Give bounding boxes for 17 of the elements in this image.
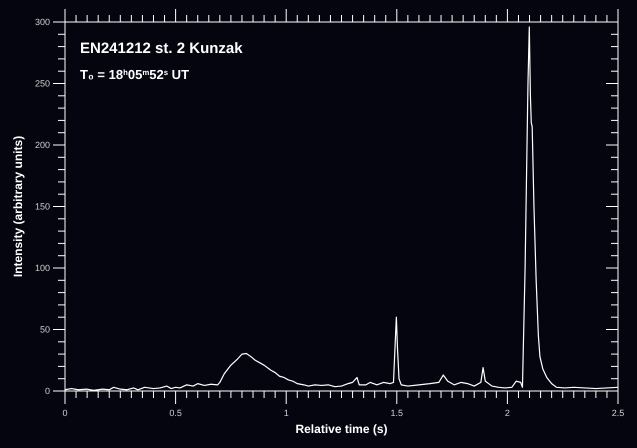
y-tick-label: 0	[44, 386, 50, 396]
y-tick-label: 50	[40, 324, 50, 334]
y-tick-label: 300	[34, 17, 50, 27]
x-tick-label: 1.5	[390, 408, 404, 418]
annotation: T₀ = 18$^{h}$05$^{m}$52$^{s}$ UT	[80, 67, 190, 82]
x-tick-label: 0.5	[169, 408, 182, 418]
y-tick-label: 150	[34, 202, 50, 212]
y-tick-label: 200	[34, 140, 50, 150]
x-tick-label: 0	[62, 408, 68, 418]
x-tick-label: 2	[504, 408, 510, 418]
x-axis-title: Relative time (s)	[295, 422, 388, 436]
y-axis-title: Intensity (arbitrary units)	[11, 136, 25, 278]
text: EN241212 st. 2 Kunzak	[80, 40, 244, 57]
y-tick-label: 250	[34, 78, 50, 88]
x-tick-label: 1	[284, 408, 289, 418]
x-tick-label: 2.5	[612, 408, 624, 418]
y-tick-label: 100	[34, 263, 50, 273]
